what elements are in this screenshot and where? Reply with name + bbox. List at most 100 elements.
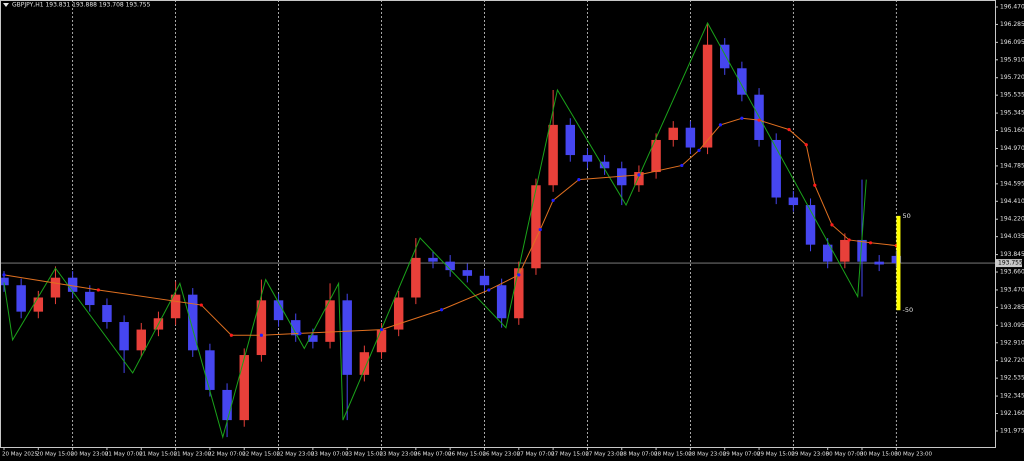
- candle-body: [668, 127, 678, 140]
- y-tick-label: 192.910: [1000, 339, 1024, 346]
- candle-body: [565, 124, 576, 156]
- pip-band-label: -50: [902, 306, 913, 314]
- candle-body: [702, 44, 713, 148]
- x-tick-label: 23 May 23:00: [380, 452, 418, 458]
- candle-body: [445, 261, 455, 271]
- candle-body: [342, 300, 352, 375]
- x-tick-label: 27 May 23:00: [585, 452, 623, 458]
- y-tick-label: 195.720: [1000, 74, 1024, 81]
- candle-body: [891, 255, 902, 264]
- x-tick-label: 20 May 15:00: [36, 452, 74, 458]
- candle-body: [685, 127, 696, 148]
- candle-body: [359, 352, 370, 375]
- x-tick-label: 27 May 15:00: [551, 452, 589, 458]
- moving-average-dot: [813, 183, 817, 187]
- x-tick-label: 26 May 07:00: [414, 452, 452, 458]
- x-tick-label: 21 May 15:00: [139, 452, 177, 458]
- candle-body: [205, 350, 215, 390]
- current-price-label: 193.755: [998, 260, 1023, 267]
- moving-average-dot: [577, 177, 581, 182]
- moving-average-dot: [199, 303, 203, 307]
- y-tick-label: 192.160: [1000, 410, 1024, 417]
- y-tick-label: 195.160: [1000, 127, 1024, 134]
- moving-average-dot: [830, 223, 834, 227]
- x-tick-label: 23 May 15:00: [345, 452, 383, 458]
- x-tick-label: 21 May 23:00: [174, 452, 212, 458]
- candle-body: [857, 239, 867, 262]
- candle-body: [720, 44, 730, 69]
- candle-body: [737, 68, 747, 95]
- y-tick-label: 193.095: [1000, 322, 1024, 329]
- candle-body: [599, 161, 610, 169]
- candle-body: [393, 297, 404, 330]
- candle-body: [102, 305, 112, 323]
- candle-body: [308, 335, 318, 342]
- y-tick-label: 196.285: [1000, 21, 1024, 28]
- y-tick-label: 194.595: [1000, 180, 1024, 187]
- candle-body: [840, 239, 850, 262]
- y-tick-label: 193.845: [1000, 251, 1024, 258]
- candle-body: [0, 277, 9, 286]
- candle-body: [256, 300, 267, 356]
- moving-average-dot: [298, 331, 302, 335]
- y-tick-label: 194.220: [1000, 216, 1024, 223]
- candle-body: [462, 270, 473, 276]
- y-tick-label: 193.470: [1000, 286, 1024, 293]
- candle-body: [514, 268, 524, 319]
- moving-average-dot: [637, 173, 641, 177]
- x-tick-label: 20 May 23:00: [71, 452, 109, 458]
- chart-title: GBPJPY,H1 193.831 193.888 193.708 193.75…: [12, 2, 151, 9]
- moving-average-dot: [740, 116, 744, 120]
- moving-average-dot: [259, 333, 263, 337]
- candle-body: [33, 297, 44, 312]
- symbol-icon: [3, 3, 9, 7]
- pip-band-label: 50: [902, 212, 910, 220]
- moving-average-dot: [680, 163, 684, 168]
- y-tick-label: 192.720: [1000, 357, 1024, 364]
- moving-average-dot: [439, 308, 444, 312]
- y-tick-label: 195.345: [1000, 110, 1024, 117]
- plot-frame: [0, 0, 996, 448]
- moving-average-dot: [787, 128, 791, 132]
- x-tick-label: 28 May 07:00: [620, 452, 658, 458]
- moving-average-dot: [718, 123, 723, 127]
- y-tick-label: 193.660: [1000, 269, 1024, 276]
- x-tick-label: 30 May 23:00: [894, 452, 932, 458]
- candle-body: [67, 277, 78, 292]
- x-tick-label: 27 May 07:00: [517, 452, 555, 458]
- x-tick-label: 29 May 15:00: [757, 452, 795, 458]
- candle-body: [548, 124, 558, 186]
- candle-body: [290, 320, 301, 336]
- moving-average-dot: [697, 148, 701, 152]
- y-tick-label: 194.970: [1000, 145, 1024, 152]
- moving-average-dot: [517, 273, 521, 277]
- candle-body: [119, 322, 129, 351]
- candle-body: [771, 139, 781, 198]
- y-tick-label: 192.345: [1000, 393, 1024, 400]
- moving-average-dot: [487, 288, 491, 292]
- x-tick-label: 22 May 07:00: [208, 452, 246, 458]
- candle-body: [428, 257, 438, 262]
- x-tick-label: 20 May 2025: [2, 452, 38, 458]
- y-tick-label: 196.470: [1000, 3, 1024, 10]
- candle-body: [50, 277, 61, 298]
- y-tick-label: 194.410: [1000, 198, 1024, 205]
- grid: [0, 0, 995, 447]
- moving-average-dot: [96, 288, 100, 292]
- candle-body: [170, 294, 181, 319]
- candle-body: [805, 205, 816, 245]
- candle-body: [85, 291, 95, 306]
- candle-body: [222, 389, 232, 421]
- candle-body: [376, 329, 387, 353]
- y-tick-label: 193.285: [1000, 304, 1024, 311]
- candle-body: [479, 275, 490, 286]
- current-price-box: [996, 259, 1022, 268]
- x-tick-label: 23 May 07:00: [311, 452, 349, 458]
- x-tick-label: 28 May 23:00: [688, 452, 726, 458]
- y-tick-label: 195.910: [1000, 56, 1024, 63]
- x-tick-label: 21 May 07:00: [105, 452, 143, 458]
- moving-average-line: [3, 117, 897, 336]
- candle-body: [188, 294, 198, 351]
